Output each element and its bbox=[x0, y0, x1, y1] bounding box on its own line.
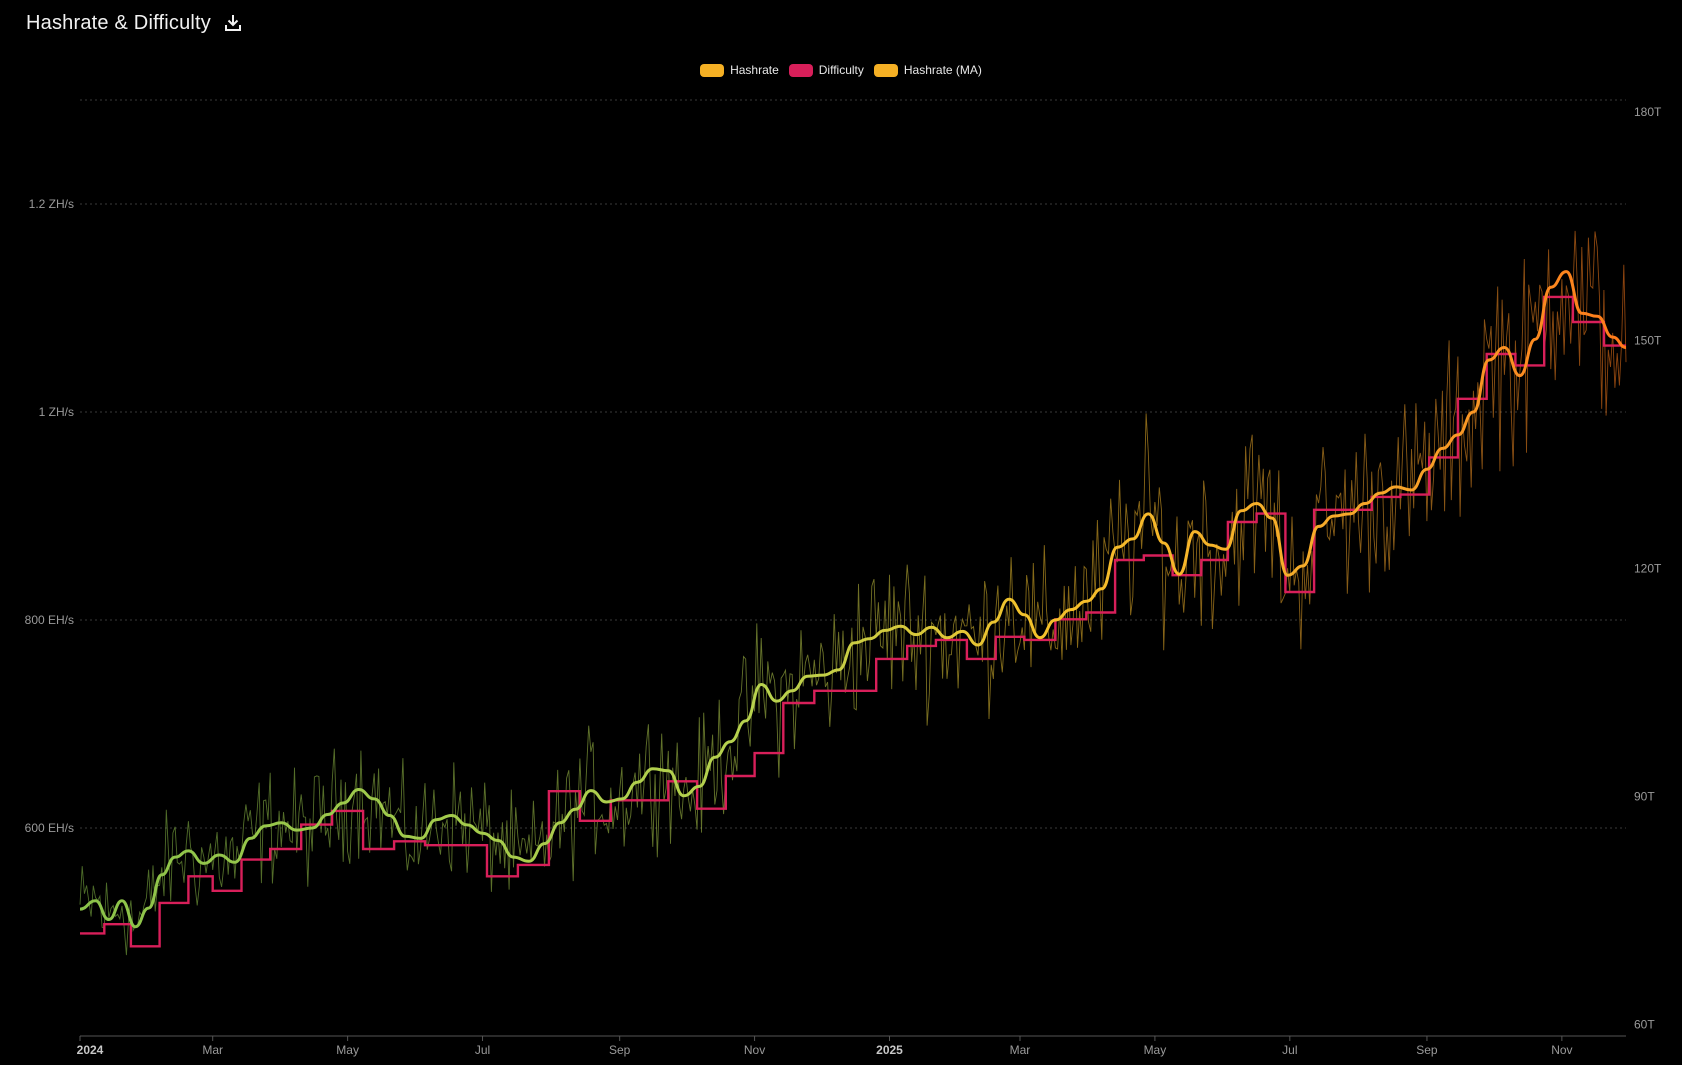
legend-item-hashrate[interactable]: Hashrate bbox=[700, 63, 779, 77]
x-tick-label: May bbox=[336, 1043, 359, 1057]
x-tick-label: Jul bbox=[1282, 1043, 1297, 1057]
y-right-tick-label: 90T bbox=[1634, 789, 1655, 803]
x-tick-label: Nov bbox=[1551, 1043, 1572, 1057]
x-tick-label: 2024 bbox=[77, 1043, 104, 1057]
y-right-tick-label: 180T bbox=[1634, 105, 1662, 119]
x-tick-label: Mar bbox=[1010, 1043, 1031, 1057]
y-axis-left: 600 EH/s 800 EH/s 1 ZH/s 1.2 ZH/s bbox=[25, 197, 74, 835]
y-left-tick-label: 600 EH/s bbox=[25, 821, 74, 835]
x-tick-label: Mar bbox=[202, 1043, 223, 1057]
legend-label-difficulty: Difficulty bbox=[818, 63, 864, 77]
chart-header: Hashrate & Difficulty bbox=[26, 12, 245, 35]
y-axis-right: 60T 90T 120T 150T 180T bbox=[1634, 105, 1662, 1031]
y-right-tick-label: 60T bbox=[1634, 1018, 1655, 1032]
legend-item-hashrate-ma[interactable]: Hashrate (MA) bbox=[873, 63, 982, 77]
grid-lines bbox=[80, 99, 1626, 829]
x-tick-label: 2025 bbox=[876, 1043, 903, 1057]
x-tick-label: May bbox=[1144, 1043, 1167, 1057]
y-right-tick-label: 120T bbox=[1634, 561, 1662, 575]
chart-title: Hashrate & Difficulty bbox=[26, 12, 212, 34]
x-tick-label: Jul bbox=[475, 1043, 490, 1057]
legend-swatch-difficulty bbox=[788, 63, 813, 77]
y-right-tick-label: 150T bbox=[1634, 333, 1662, 347]
x-tick-label: Sep bbox=[609, 1043, 631, 1057]
y-left-tick-label: 1.2 ZH/s bbox=[29, 197, 74, 211]
hashrate-ma-series-line bbox=[79, 270, 1627, 929]
legend-swatch-hashrate-ma bbox=[873, 63, 898, 77]
legend-swatch-hashrate bbox=[700, 63, 725, 77]
series-layer bbox=[79, 230, 1627, 956]
y-left-tick-label: 800 EH/s bbox=[25, 613, 74, 627]
legend-label-hashrate-ma: Hashrate (MA) bbox=[903, 63, 982, 77]
chart-legend: Hashrate Difficulty Hashrate (MA) bbox=[0, 63, 1682, 77]
legend-item-difficulty[interactable]: Difficulty bbox=[788, 63, 864, 77]
difficulty-series-line bbox=[80, 295, 1626, 948]
x-axis: 2024 Mar May Jul Sep Nov 2025 Mar May Jul Sep Nov bbox=[77, 1035, 1626, 1057]
download-icon[interactable] bbox=[223, 13, 245, 35]
hashrate-series-line bbox=[79, 230, 1627, 956]
y-left-tick-label: 1 ZH/s bbox=[39, 405, 74, 419]
x-tick-label: Sep bbox=[1416, 1043, 1438, 1057]
legend-label-hashrate: Hashrate bbox=[730, 63, 779, 77]
x-tick-label: Nov bbox=[744, 1043, 765, 1057]
